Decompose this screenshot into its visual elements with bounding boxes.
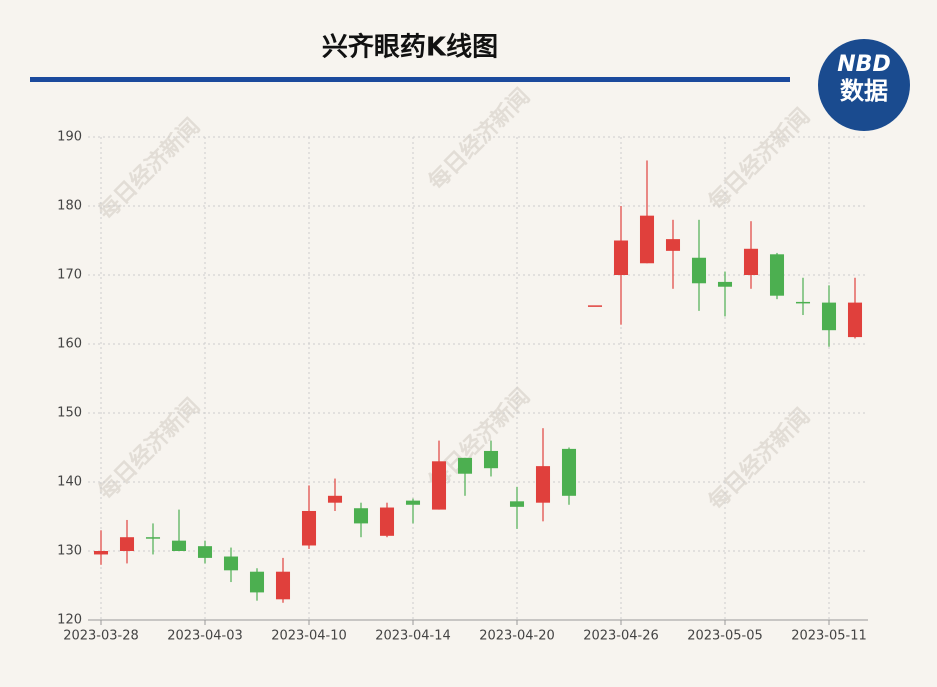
candle-body bbox=[119, 537, 135, 551]
y-tick-label: 160 bbox=[57, 337, 82, 352]
candle-body bbox=[275, 571, 291, 600]
y-tick-label: 150 bbox=[57, 406, 82, 421]
candle-body bbox=[301, 510, 317, 546]
x-tick-label: 2023-05-05 bbox=[687, 629, 763, 644]
logo bbox=[818, 39, 910, 131]
candle-body bbox=[691, 257, 707, 284]
candle-body bbox=[561, 448, 577, 496]
x-tick-label: 2023-05-11 bbox=[791, 629, 867, 644]
candle-body bbox=[509, 501, 525, 507]
candle-body bbox=[327, 495, 343, 503]
x-tick-label: 2023-04-03 bbox=[167, 629, 243, 644]
x-tick-label: 2023-03-28 bbox=[63, 629, 139, 644]
candle-body bbox=[717, 281, 733, 287]
candle-body bbox=[769, 254, 785, 296]
title-rule bbox=[30, 77, 790, 82]
candle-body bbox=[379, 507, 395, 536]
chart-title: 兴齐眼药K线图 bbox=[322, 32, 498, 63]
candle-body bbox=[665, 239, 681, 251]
candle-body bbox=[93, 551, 109, 555]
candle-body bbox=[847, 302, 863, 338]
candle-body bbox=[197, 546, 213, 558]
candle-body bbox=[405, 500, 421, 505]
y-tick-label: 120 bbox=[57, 613, 82, 628]
candle-body bbox=[431, 461, 447, 510]
x-tick-label: 2023-04-10 bbox=[271, 629, 347, 644]
candle-body bbox=[535, 466, 551, 503]
plot: 120 130 140 150 160 170 180 190 2023-03-28 2023-0… bbox=[57, 130, 868, 644]
candle-body bbox=[249, 571, 265, 593]
logo-top: NBD bbox=[837, 52, 890, 77]
candle-body bbox=[483, 450, 499, 469]
y-tick-label: 130 bbox=[57, 544, 82, 559]
candle-body bbox=[353, 508, 369, 524]
candle-body bbox=[743, 248, 759, 275]
candle-body bbox=[821, 302, 837, 331]
candle-body bbox=[171, 540, 187, 551]
candle-body bbox=[223, 556, 239, 571]
x-tick-label: 2023-04-26 bbox=[583, 629, 659, 644]
candle-body bbox=[145, 537, 161, 539]
candle-body bbox=[587, 305, 603, 307]
y-tick-label: 190 bbox=[57, 130, 82, 145]
x-tick-label: 2023-04-20 bbox=[479, 629, 555, 644]
candle-body bbox=[457, 457, 473, 474]
y-tick-label: 170 bbox=[57, 268, 82, 283]
y-tick-label: 140 bbox=[57, 475, 82, 490]
y-tick-label: 180 bbox=[57, 199, 82, 214]
candle-body bbox=[639, 215, 655, 264]
candle-body bbox=[795, 301, 811, 304]
x-tick-label: 2023-04-14 bbox=[375, 629, 451, 644]
candle-body bbox=[613, 240, 629, 275]
logo-bottom: 数据 bbox=[840, 77, 888, 105]
